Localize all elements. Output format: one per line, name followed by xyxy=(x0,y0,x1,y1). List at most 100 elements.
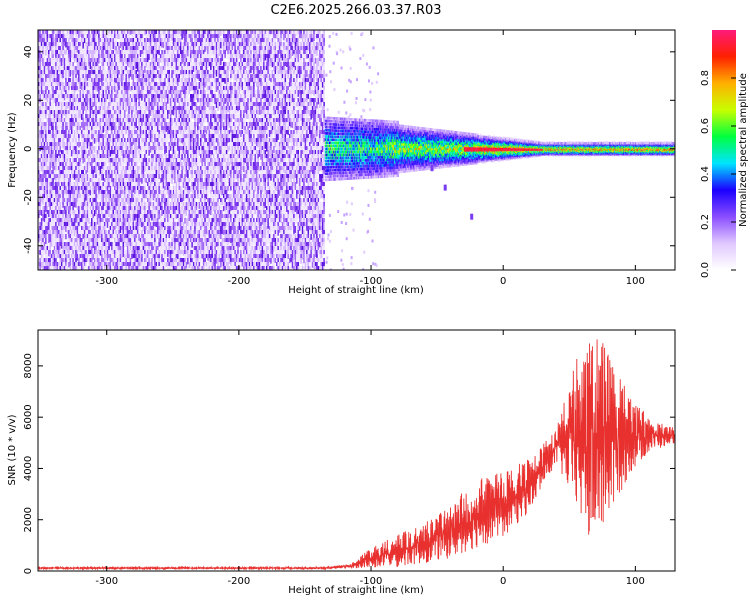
noise-cell xyxy=(63,242,66,248)
noise-cell xyxy=(149,214,152,221)
noise-cell xyxy=(98,246,100,253)
noise-cell xyxy=(128,42,130,49)
noise-cell xyxy=(142,38,145,45)
noise-cell xyxy=(82,66,84,72)
noise-cell xyxy=(72,142,74,147)
noise-cell xyxy=(83,118,86,125)
noise-cell xyxy=(69,102,72,108)
noise-cell xyxy=(73,134,76,139)
noise-cell xyxy=(42,254,44,261)
noise-cell xyxy=(164,210,166,216)
noise-cell xyxy=(43,222,46,227)
noise-cell xyxy=(38,130,40,137)
noise-cell xyxy=(108,198,110,204)
noise-cell xyxy=(132,62,135,69)
noise-cell xyxy=(119,206,122,213)
noise-cell xyxy=(146,142,149,149)
noise-cell xyxy=(135,98,138,106)
noise-cell xyxy=(111,218,113,224)
noise-cell xyxy=(88,190,90,197)
noise-cell xyxy=(106,242,109,247)
noise-cell xyxy=(155,34,158,39)
noise-cell xyxy=(162,118,165,123)
noise-cell xyxy=(98,158,100,164)
noise-cell xyxy=(65,50,67,55)
noise-cell xyxy=(85,218,87,225)
noise-cell xyxy=(85,214,87,222)
noise-cell xyxy=(132,30,135,37)
noise-cell xyxy=(39,234,41,241)
noise-cell xyxy=(39,126,41,133)
noise-cell xyxy=(83,66,86,71)
noise-cell xyxy=(131,106,133,112)
noise-cell xyxy=(55,254,57,259)
noise-cell xyxy=(72,78,74,84)
noise-cell xyxy=(88,130,90,135)
noise-cell xyxy=(146,138,149,145)
noise-cell xyxy=(157,242,159,247)
noise-cell xyxy=(148,162,150,170)
noise-cell xyxy=(159,110,162,118)
noise-cell xyxy=(83,50,86,57)
noise-cell xyxy=(85,130,87,136)
noise-cell xyxy=(154,254,156,260)
noise-cell xyxy=(116,46,119,51)
noise-cell xyxy=(58,190,60,198)
noise-cell xyxy=(75,162,77,167)
noise-cell xyxy=(135,82,138,87)
noise-cell xyxy=(141,218,143,224)
noise-cell xyxy=(135,242,138,249)
noise-cell xyxy=(149,206,152,211)
noise-cell xyxy=(89,250,92,257)
noise-cell xyxy=(157,250,159,255)
noise-cell xyxy=(60,250,63,255)
noise-cell xyxy=(112,78,115,84)
noise-cell xyxy=(89,166,92,172)
noise-cell xyxy=(58,78,60,84)
noise-cell xyxy=(69,34,72,40)
noise-cell xyxy=(92,194,94,199)
noise-cell xyxy=(125,202,127,207)
noise-cell xyxy=(70,118,73,123)
noise-cell xyxy=(118,78,120,83)
noise-cell xyxy=(149,82,152,87)
noise-cell xyxy=(85,66,87,71)
noise-cell xyxy=(92,214,94,221)
noise-cell xyxy=(73,66,76,73)
noise-cell xyxy=(73,142,76,148)
noise-cell xyxy=(132,130,135,137)
noise-cell xyxy=(144,82,146,88)
noise-cell xyxy=(161,50,163,55)
noise-cell xyxy=(48,66,50,72)
noise-cell xyxy=(139,206,142,211)
noise-cell xyxy=(91,90,93,95)
noise-cell xyxy=(69,262,72,267)
noise-cell xyxy=(136,46,139,52)
noise-cell xyxy=(81,250,83,255)
noise-cell xyxy=(45,154,47,160)
noise-cell xyxy=(92,190,94,196)
noise-cell xyxy=(92,98,94,104)
noise-cell xyxy=(124,138,126,144)
noise-cell xyxy=(131,170,133,176)
noise-cell xyxy=(125,42,127,47)
noise-cell xyxy=(146,102,149,107)
noise-cell xyxy=(111,234,113,239)
noise-cell xyxy=(73,122,76,127)
noise-cell xyxy=(146,154,149,160)
noise-cell xyxy=(102,206,105,211)
noise-cell xyxy=(114,218,116,224)
noise-cell xyxy=(53,182,56,187)
noise-cell xyxy=(136,242,139,247)
noise-cell xyxy=(101,66,103,73)
noise-cell xyxy=(148,218,150,225)
noise-cell xyxy=(148,258,150,265)
noise-cell xyxy=(121,242,123,247)
noise-cell xyxy=(88,42,90,49)
noise-cell xyxy=(81,86,83,92)
noise-cell xyxy=(125,114,127,119)
noise-cell xyxy=(48,86,50,93)
noise-cell xyxy=(59,86,62,92)
noise-cell xyxy=(111,142,113,147)
noise-cell xyxy=(81,134,83,141)
